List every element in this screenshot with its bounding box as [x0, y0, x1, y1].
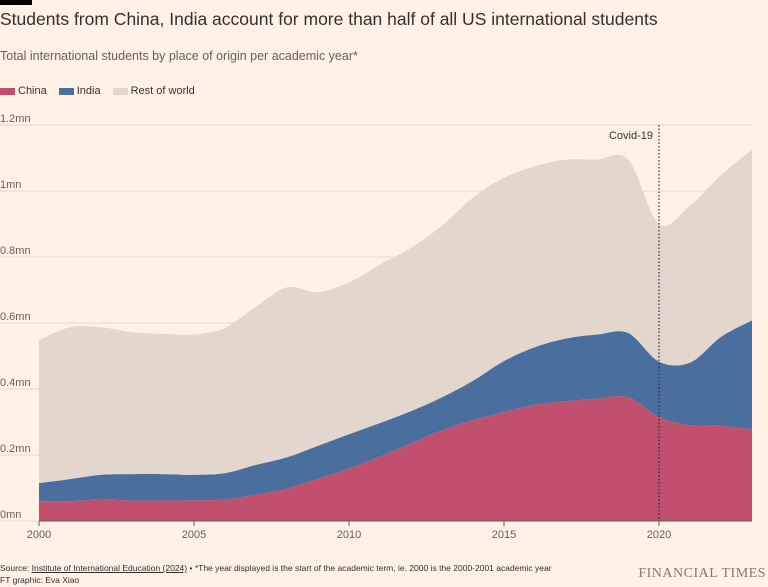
axis-layer: 0mn 0.2mn 0.4mn 0.6mn 0.8mn 1mn 1.2mn 2000 2005 2…: [0, 113, 752, 541]
x-tick-label: 2015: [492, 529, 516, 541]
y-tick-label: 1.2mn: [0, 113, 31, 125]
chart-plot: Covid-19 0mn 0.2mn 0.4mn 0.6mn 0.8mn 1mn 1.2mn…: [0, 113, 752, 541]
chart-subtitle: Total international students by place of…: [0, 49, 358, 63]
x-tick-label: 2020: [647, 529, 671, 541]
chart-title: Students from China, India account for m…: [0, 9, 658, 29]
covid-annotation-label: Covid-19: [609, 130, 653, 142]
legend-swatch-india: [58, 87, 74, 95]
source-prefix: Source:: [0, 563, 32, 573]
legend-label-rest-of-world: Rest of world: [130, 85, 195, 97]
y-tick-label: 0.2mn: [0, 443, 31, 455]
x-tick-label: 2010: [337, 529, 361, 541]
area-series-india: [39, 320, 752, 502]
legend-item-china: China: [0, 85, 47, 97]
ft-brand-logo: FINANCIAL TIMES: [638, 566, 766, 581]
y-tick-label: 1mn: [0, 179, 21, 191]
legend-label-india: India: [76, 85, 101, 97]
legend-swatch-china: [0, 87, 15, 95]
chart-legend: China India Rest of world: [0, 85, 207, 97]
x-tick-label: 2005: [182, 529, 206, 541]
legend-item-india: India: [58, 85, 101, 97]
source-footnote: • *The year displayed is the start of th…: [187, 563, 552, 573]
legend-swatch-rest-of-world: [112, 87, 128, 95]
source-link[interactable]: Institute of International Education (20…: [31, 563, 188, 573]
area-series-china: [39, 396, 752, 521]
area-series-rest-of-world: [39, 149, 752, 484]
legend-label-china: China: [18, 85, 47, 97]
graphic-credit: FT graphic: Eva Xiao: [0, 575, 80, 585]
annotation-layer: Covid-19: [609, 125, 660, 521]
x-tick-label: 2000: [27, 529, 51, 541]
legend-item-rest-of-world: Rest of world: [112, 85, 195, 97]
ft-top-bar: [0, 0, 32, 5]
y-tick-label: 0.6mn: [0, 311, 31, 323]
y-tick-label: 0mn: [0, 509, 21, 521]
area-layer: [39, 149, 752, 521]
source-note: Source: Institute of International Educa…: [0, 563, 552, 573]
y-tick-label: 0.8mn: [0, 245, 31, 257]
y-tick-label: 0.4mn: [0, 377, 31, 389]
